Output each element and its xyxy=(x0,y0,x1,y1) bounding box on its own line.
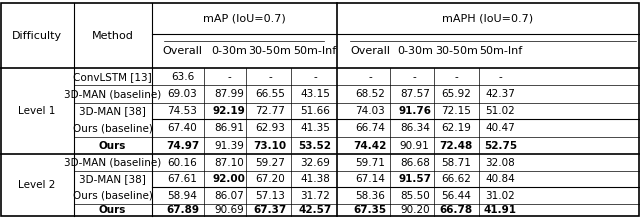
Text: 31.02: 31.02 xyxy=(486,191,515,201)
Text: 56.44: 56.44 xyxy=(442,191,471,201)
Text: 87.10: 87.10 xyxy=(214,158,244,168)
Text: -: - xyxy=(227,72,231,82)
Text: Ours (baseline): Ours (baseline) xyxy=(73,123,152,133)
Text: 67.35: 67.35 xyxy=(353,205,387,215)
Text: 3D-MAN (baseline): 3D-MAN (baseline) xyxy=(64,89,161,99)
Text: Method: Method xyxy=(92,31,134,41)
Text: 74.03: 74.03 xyxy=(355,106,385,116)
Text: 40.84: 40.84 xyxy=(486,174,515,184)
Text: 74.97: 74.97 xyxy=(166,141,199,151)
Text: 66.55: 66.55 xyxy=(255,89,285,99)
Text: 86.34: 86.34 xyxy=(400,123,429,133)
Text: -: - xyxy=(368,72,372,82)
Text: 91.57: 91.57 xyxy=(398,174,431,184)
Text: Level 2: Level 2 xyxy=(18,180,55,190)
Text: 86.91: 86.91 xyxy=(214,123,244,133)
Text: 59.71: 59.71 xyxy=(355,158,385,168)
Text: 53.52: 53.52 xyxy=(298,141,332,151)
Text: 51.66: 51.66 xyxy=(300,106,330,116)
Text: Level 1: Level 1 xyxy=(18,106,55,116)
Text: 58.71: 58.71 xyxy=(442,158,471,168)
Text: 3D-MAN (baseline): 3D-MAN (baseline) xyxy=(64,158,161,168)
Text: 67.40: 67.40 xyxy=(168,123,197,133)
Text: 73.10: 73.10 xyxy=(253,141,287,151)
Text: mAP (IoU=0.7): mAP (IoU=0.7) xyxy=(203,14,286,24)
Text: 58.36: 58.36 xyxy=(355,191,385,201)
Text: 62.93: 62.93 xyxy=(255,123,285,133)
Text: 62.19: 62.19 xyxy=(442,123,471,133)
Text: 0-30m: 0-30m xyxy=(211,46,247,56)
Text: 58.94: 58.94 xyxy=(168,191,197,201)
Text: 57.13: 57.13 xyxy=(255,191,285,201)
Text: 60.16: 60.16 xyxy=(168,158,197,168)
Text: 87.99: 87.99 xyxy=(214,89,244,99)
Text: 32.08: 32.08 xyxy=(486,158,515,168)
Text: 3D-MAN [38]: 3D-MAN [38] xyxy=(79,174,146,184)
Text: 91.76: 91.76 xyxy=(398,106,431,116)
Text: 3D-MAN [38]: 3D-MAN [38] xyxy=(79,106,146,116)
Text: 41.91: 41.91 xyxy=(484,205,517,215)
Text: -: - xyxy=(454,72,458,82)
Text: 0-30m: 0-30m xyxy=(397,46,433,56)
Text: 90.20: 90.20 xyxy=(400,205,429,215)
Text: 41.38: 41.38 xyxy=(300,174,330,184)
Text: 86.68: 86.68 xyxy=(400,158,429,168)
Text: 30-50m: 30-50m xyxy=(435,46,477,56)
Text: 65.92: 65.92 xyxy=(442,89,471,99)
Text: 85.50: 85.50 xyxy=(400,191,429,201)
Text: Ours: Ours xyxy=(99,141,126,151)
Text: 50m-Inf: 50m-Inf xyxy=(293,46,337,56)
Text: 66.78: 66.78 xyxy=(440,205,473,215)
Text: 67.20: 67.20 xyxy=(255,174,285,184)
Text: -: - xyxy=(499,72,502,82)
Text: 91.39: 91.39 xyxy=(214,141,244,151)
Text: 32.69: 32.69 xyxy=(300,158,330,168)
Text: 43.15: 43.15 xyxy=(300,89,330,99)
Text: -: - xyxy=(268,72,272,82)
Text: 40.47: 40.47 xyxy=(486,123,515,133)
Text: 72.48: 72.48 xyxy=(440,141,473,151)
Text: 90.69: 90.69 xyxy=(214,205,244,215)
Text: mAPH (IoU=0.7): mAPH (IoU=0.7) xyxy=(442,14,534,24)
Text: 68.52: 68.52 xyxy=(355,89,385,99)
Text: 42.37: 42.37 xyxy=(486,89,515,99)
Text: 67.14: 67.14 xyxy=(355,174,385,184)
Text: Ours: Ours xyxy=(99,205,126,215)
Text: 69.03: 69.03 xyxy=(168,89,197,99)
Text: -: - xyxy=(413,72,417,82)
Text: 63.6: 63.6 xyxy=(171,72,194,82)
Text: 66.62: 66.62 xyxy=(442,174,471,184)
Text: -: - xyxy=(313,72,317,82)
Text: 67.61: 67.61 xyxy=(168,174,197,184)
Text: 51.02: 51.02 xyxy=(486,106,515,116)
Text: Overall: Overall xyxy=(163,46,202,56)
Text: 74.42: 74.42 xyxy=(353,141,387,151)
Text: 92.19: 92.19 xyxy=(212,106,246,116)
Text: Ours (baseline): Ours (baseline) xyxy=(73,191,152,201)
Text: 30-50m: 30-50m xyxy=(249,46,291,56)
Text: 72.77: 72.77 xyxy=(255,106,285,116)
Text: 86.07: 86.07 xyxy=(214,191,244,201)
Text: 52.75: 52.75 xyxy=(484,141,517,151)
Text: 74.53: 74.53 xyxy=(168,106,197,116)
Text: 31.72: 31.72 xyxy=(300,191,330,201)
Text: ConvLSTM [13]: ConvLSTM [13] xyxy=(73,72,152,82)
Text: Overall: Overall xyxy=(350,46,390,56)
Text: 67.89: 67.89 xyxy=(166,205,199,215)
Text: 66.74: 66.74 xyxy=(355,123,385,133)
Text: 42.57: 42.57 xyxy=(298,205,332,215)
Text: 67.37: 67.37 xyxy=(253,205,287,215)
Text: 41.35: 41.35 xyxy=(300,123,330,133)
Text: 87.57: 87.57 xyxy=(400,89,429,99)
Text: Difficulty: Difficulty xyxy=(12,31,61,41)
Text: 50m-Inf: 50m-Inf xyxy=(479,46,522,56)
Text: 90.91: 90.91 xyxy=(400,141,429,151)
Text: 72.15: 72.15 xyxy=(442,106,471,116)
Text: 59.27: 59.27 xyxy=(255,158,285,168)
Text: 92.00: 92.00 xyxy=(212,174,246,184)
